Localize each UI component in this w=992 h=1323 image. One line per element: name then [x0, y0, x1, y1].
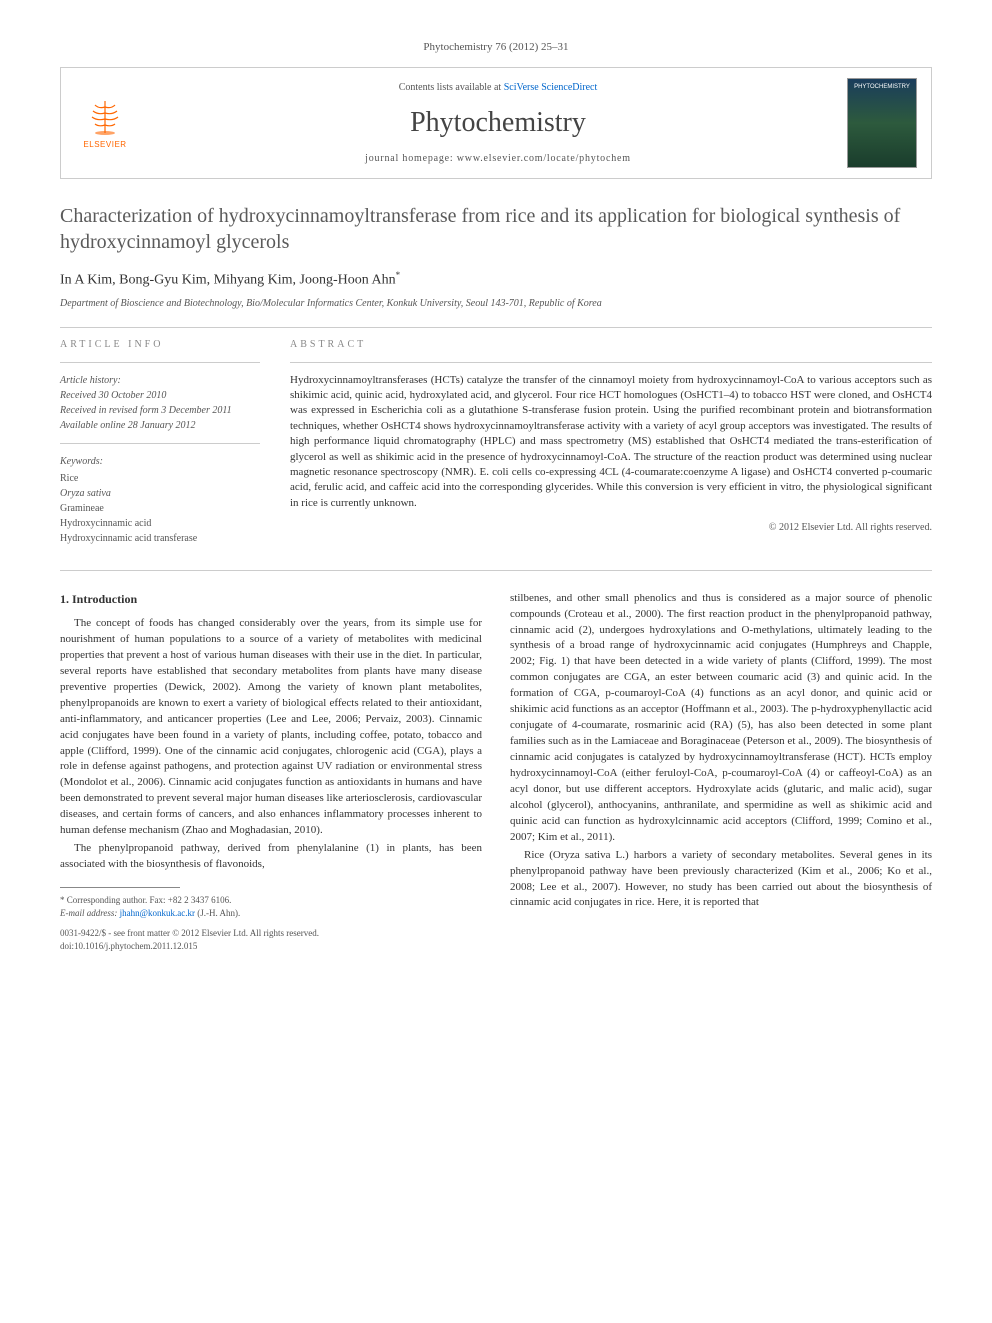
email-link[interactable]: jhahn@konkuk.ac.kr [120, 908, 195, 918]
author-list: In A Kim, Bong-Gyu Kim, Mihyang Kim, Joo… [60, 269, 932, 290]
homepage-url[interactable]: www.elsevier.com/locate/phytochem [457, 153, 631, 164]
keyword: Oryza sativa [60, 486, 260, 501]
journal-reference: Phytochemistry 76 (2012) 25–31 [60, 40, 932, 55]
email-label: E-mail address: [60, 908, 117, 918]
article-title: Characterization of hydroxycinnamoyltran… [60, 203, 932, 255]
homepage-prefix: journal homepage: [365, 153, 457, 164]
received-date: Received 30 October 2010 [60, 388, 260, 403]
keywords-label: Keywords: [60, 454, 260, 469]
online-date: Available online 28 January 2012 [60, 418, 260, 433]
keywords-block: Keywords: Rice Oryza sativa Gramineae Hy… [60, 454, 260, 546]
left-column: 1. Introduction The concept of foods has… [60, 591, 482, 954]
elsevier-logo[interactable]: ELSEVIER [75, 88, 135, 158]
keyword: Rice [60, 471, 260, 486]
article-history: Article history: Received 30 October 201… [60, 373, 260, 444]
article-info-heading: ARTICLE INFO [60, 338, 260, 352]
section-heading: 1. Introduction [60, 591, 482, 608]
body-paragraph: The phenylpropanoid pathway, derived fro… [60, 841, 482, 873]
corresponding-footnote: * Corresponding author. Fax: +82 2 3437 … [60, 894, 482, 907]
elsevier-tree-icon [85, 97, 125, 137]
divider [60, 570, 932, 571]
corresponding-mark: * [396, 270, 401, 280]
abstract-column: ABSTRACT Hydroxycinnamoyltransferases (H… [290, 338, 932, 546]
authors-text: In A Kim, Bong-Gyu Kim, Mihyang Kim, Joo… [60, 273, 396, 288]
contents-available-line: Contents lists available at SciVerse Sci… [149, 81, 847, 95]
journal-header: ELSEVIER Contents lists available at Sci… [60, 67, 932, 179]
keyword: Hydroxycinnamic acid transferase [60, 531, 260, 546]
doi-line: doi:10.1016/j.phytochem.2011.12.015 [60, 940, 482, 953]
contents-prefix: Contents lists available at [399, 82, 504, 93]
sciencedirect-link[interactable]: SciVerse ScienceDirect [504, 82, 598, 93]
email-footnote: E-mail address: jhahn@konkuk.ac.kr (J.-H… [60, 907, 482, 920]
header-center: Contents lists available at SciVerse Sci… [149, 81, 847, 166]
journal-name: Phytochemistry [149, 103, 847, 142]
history-label: Article history: [60, 373, 260, 388]
article-info-column: ARTICLE INFO Article history: Received 3… [60, 338, 260, 546]
cover-title: PHYTOCHEMISTRY [854, 83, 910, 91]
keyword: Hydroxycinnamic acid [60, 516, 260, 531]
body-paragraph: stilbenes, and other small phenolics and… [510, 591, 932, 846]
section-title: Introduction [72, 592, 137, 606]
journal-homepage-line: journal homepage: www.elsevier.com/locat… [149, 152, 847, 166]
abstract-heading: ABSTRACT [290, 338, 932, 352]
abstract-text: Hydroxycinnamoyltransferases (HCTs) cata… [290, 373, 932, 512]
body-columns: 1. Introduction The concept of foods has… [60, 591, 932, 954]
body-paragraph: Rice (Oryza sativa L.) harbors a variety… [510, 848, 932, 912]
issn-line: 0031-9422/$ - see front matter © 2012 El… [60, 927, 482, 940]
page-container: Phytochemistry 76 (2012) 25–31 ELSEVIER … [0, 0, 992, 993]
body-paragraph: The concept of foods has changed conside… [60, 616, 482, 839]
abstract-copyright: © 2012 Elsevier Ltd. All rights reserved… [290, 521, 932, 535]
section-number: 1. [60, 592, 69, 606]
revised-date: Received in revised form 3 December 2011 [60, 403, 260, 418]
keyword: Gramineae [60, 501, 260, 516]
elsevier-label: ELSEVIER [83, 139, 126, 150]
divider [60, 362, 260, 363]
email-name: (J.-H. Ahn). [197, 908, 240, 918]
footnote-separator [60, 887, 180, 888]
right-column: stilbenes, and other small phenolics and… [510, 591, 932, 954]
divider [60, 327, 932, 328]
affiliation: Department of Bioscience and Biotechnolo… [60, 297, 932, 311]
info-abstract-row: ARTICLE INFO Article history: Received 3… [60, 338, 932, 546]
journal-cover-thumbnail[interactable]: PHYTOCHEMISTRY [847, 78, 917, 168]
divider [290, 362, 932, 363]
